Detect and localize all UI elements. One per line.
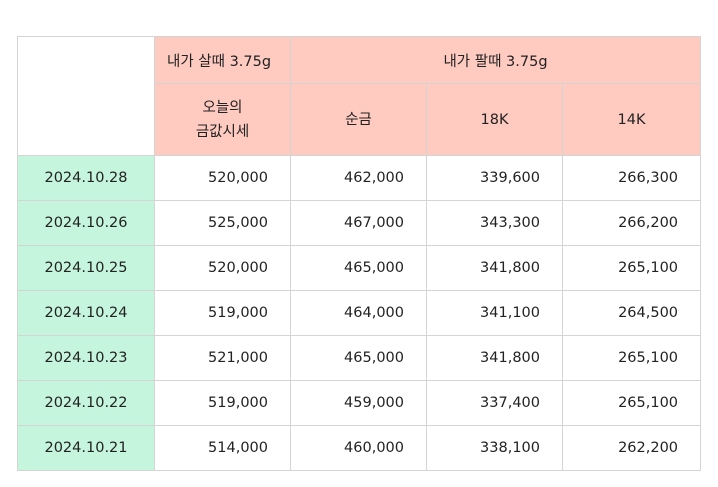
k14-price-cell: 266,200 <box>561 200 702 246</box>
table-row: 2024.10.28 520,000 462,000 339,600 266,300 <box>17 155 702 201</box>
k14-price-cell: 265,100 <box>561 380 702 426</box>
header-row-columns: 오늘의 금값시세 순금 18K 14K <box>18 83 702 156</box>
k14-price-cell: 265,100 <box>561 245 702 291</box>
header-todays-price-line1: 오늘의 <box>202 99 243 116</box>
buy-price-cell: 519,000 <box>154 290 291 336</box>
k18-price-cell: 341,800 <box>426 245 563 291</box>
buy-price-cell: 521,000 <box>154 335 291 381</box>
date-cell: 2024.10.26 <box>17 200 155 246</box>
date-cell: 2024.10.28 <box>17 155 155 201</box>
k14-price-cell: 266,300 <box>561 155 702 201</box>
buy-price-cell: 514,000 <box>154 425 291 471</box>
k18-price-cell: 341,800 <box>426 335 563 381</box>
pure-gold-price-cell: 467,000 <box>290 200 427 246</box>
table-row: 2024.10.26 525,000 467,000 343,300 266,200 <box>17 200 702 246</box>
buy-price-cell: 520,000 <box>154 155 291 201</box>
buy-price-cell: 525,000 <box>154 200 291 246</box>
table-row: 2024.10.25 520,000 465,000 341,800 265,100 <box>17 245 702 291</box>
header-18k: 18K <box>426 83 563 156</box>
pure-gold-price-cell: 464,000 <box>290 290 427 336</box>
pure-gold-price-cell: 459,000 <box>290 380 427 426</box>
k14-price-cell: 264,500 <box>561 290 702 336</box>
k18-price-cell: 341,100 <box>426 290 563 336</box>
date-cell: 2024.10.24 <box>17 290 155 336</box>
pure-gold-price-cell: 462,000 <box>290 155 427 201</box>
header-todays-price: 오늘의 금값시세 <box>154 83 291 156</box>
date-cell: 2024.10.23 <box>17 335 155 381</box>
pure-gold-price-cell: 465,000 <box>290 245 427 291</box>
pure-gold-price-cell: 465,000 <box>290 335 427 381</box>
k18-price-cell: 337,400 <box>426 380 563 426</box>
header-todays-price-line2: 금값시세 <box>195 123 250 140</box>
table-row: 2024.10.24 519,000 464,000 341,100 264,500 <box>17 290 702 336</box>
header-row-groups: 내가 살때 3.75g 내가 팔때 3.75g <box>17 36 702 156</box>
buy-price-cell: 519,000 <box>154 380 291 426</box>
buy-price-cell: 520,000 <box>154 245 291 291</box>
header-buy-group: 내가 살때 3.75g <box>154 36 291 84</box>
date-cell: 2024.10.25 <box>17 245 155 291</box>
gold-price-table: 내가 살때 3.75g 내가 팔때 3.75g 오늘의 금값시세 순금 18K … <box>17 36 702 471</box>
header-14k: 14K <box>561 83 702 156</box>
header-sell-group: 내가 팔때 3.75g <box>289 36 702 84</box>
k18-price-cell: 343,300 <box>426 200 563 246</box>
k18-price-cell: 338,100 <box>426 425 563 471</box>
header-pure-gold: 순금 <box>290 83 427 156</box>
k18-price-cell: 339,600 <box>426 155 563 201</box>
k14-price-cell: 262,200 <box>561 425 702 471</box>
date-cell: 2024.10.22 <box>17 380 155 426</box>
pure-gold-price-cell: 460,000 <box>290 425 427 471</box>
table-row: 2024.10.22 519,000 459,000 337,400 265,100 <box>17 380 702 426</box>
header-blank-cell <box>17 36 155 156</box>
table-row: 2024.10.21 514,000 460,000 338,100 262,200 <box>17 425 702 471</box>
date-cell: 2024.10.21 <box>17 425 155 471</box>
k14-price-cell: 265,100 <box>561 335 702 381</box>
table-row: 2024.10.23 521,000 465,000 341,800 265,100 <box>17 335 702 381</box>
